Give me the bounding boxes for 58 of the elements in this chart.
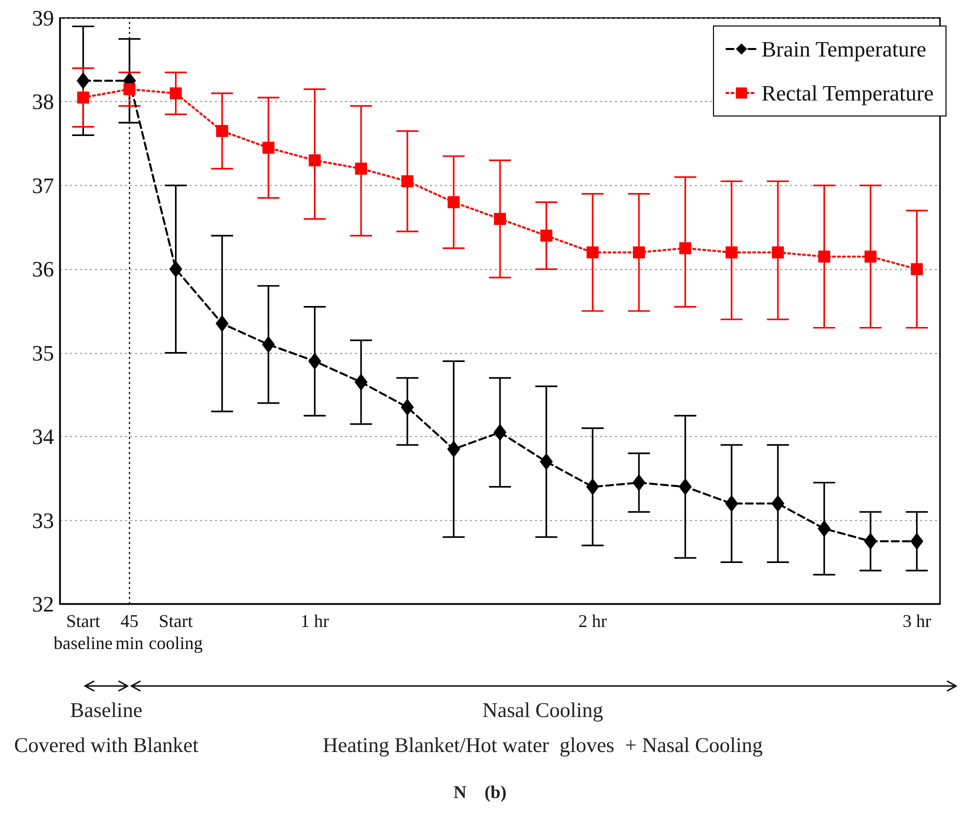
point xyxy=(864,250,877,263)
point xyxy=(818,250,830,263)
point xyxy=(679,242,692,254)
point xyxy=(771,495,784,512)
point xyxy=(540,230,552,242)
point xyxy=(586,246,599,258)
point xyxy=(308,154,321,166)
point xyxy=(123,83,136,96)
y-tick-label: 33 xyxy=(32,508,54,533)
point xyxy=(772,246,784,258)
text: Baseline xyxy=(70,698,142,723)
point xyxy=(447,440,460,458)
point xyxy=(77,92,90,104)
y-tick-label: 34 xyxy=(32,424,54,450)
legend-label: Rectal Temperature xyxy=(761,80,934,106)
legend-label: Brain Temperature xyxy=(761,36,926,62)
point xyxy=(216,125,228,138)
point xyxy=(448,196,460,208)
point xyxy=(864,532,878,550)
x-tick-label: 2 hr xyxy=(578,611,607,631)
point xyxy=(910,263,923,276)
x-tick-label: 45 min xyxy=(115,611,144,653)
point xyxy=(401,175,414,188)
point xyxy=(494,212,506,225)
point xyxy=(400,398,414,416)
point xyxy=(76,72,90,90)
point xyxy=(169,260,182,278)
text: Heating Blanket/Hot water gloves + Nasal Cooling xyxy=(322,733,763,758)
y-tick-label: 36 xyxy=(32,256,54,282)
x-tick-label: Start baseline xyxy=(54,611,113,653)
y-tick-label: 37 xyxy=(32,172,54,198)
point xyxy=(632,474,646,492)
point xyxy=(354,374,368,391)
text: Nasal Cooling xyxy=(482,698,604,723)
point xyxy=(910,532,924,550)
y-tick-label: 32 xyxy=(32,592,54,616)
x-tick-label: 3 hr xyxy=(902,611,932,631)
point xyxy=(355,162,368,175)
point xyxy=(494,424,506,441)
point xyxy=(725,495,738,512)
text: Covered with Blanket xyxy=(14,733,198,758)
point xyxy=(308,352,322,370)
point xyxy=(632,246,645,258)
point xyxy=(586,478,600,496)
x-tick-label: Start cooling xyxy=(148,611,203,653)
point xyxy=(540,453,553,470)
y-tick-label: 39 xyxy=(32,6,54,30)
point xyxy=(216,315,229,332)
point xyxy=(818,520,831,538)
y-tick-label: 35 xyxy=(32,340,54,366)
x-tick-label: 1 hr xyxy=(300,611,329,631)
point xyxy=(726,246,738,258)
point xyxy=(262,142,274,154)
point xyxy=(262,336,275,353)
point xyxy=(170,87,182,100)
y-tick-label: 38 xyxy=(32,89,54,114)
point xyxy=(678,478,692,496)
text: N (b) xyxy=(454,782,506,803)
